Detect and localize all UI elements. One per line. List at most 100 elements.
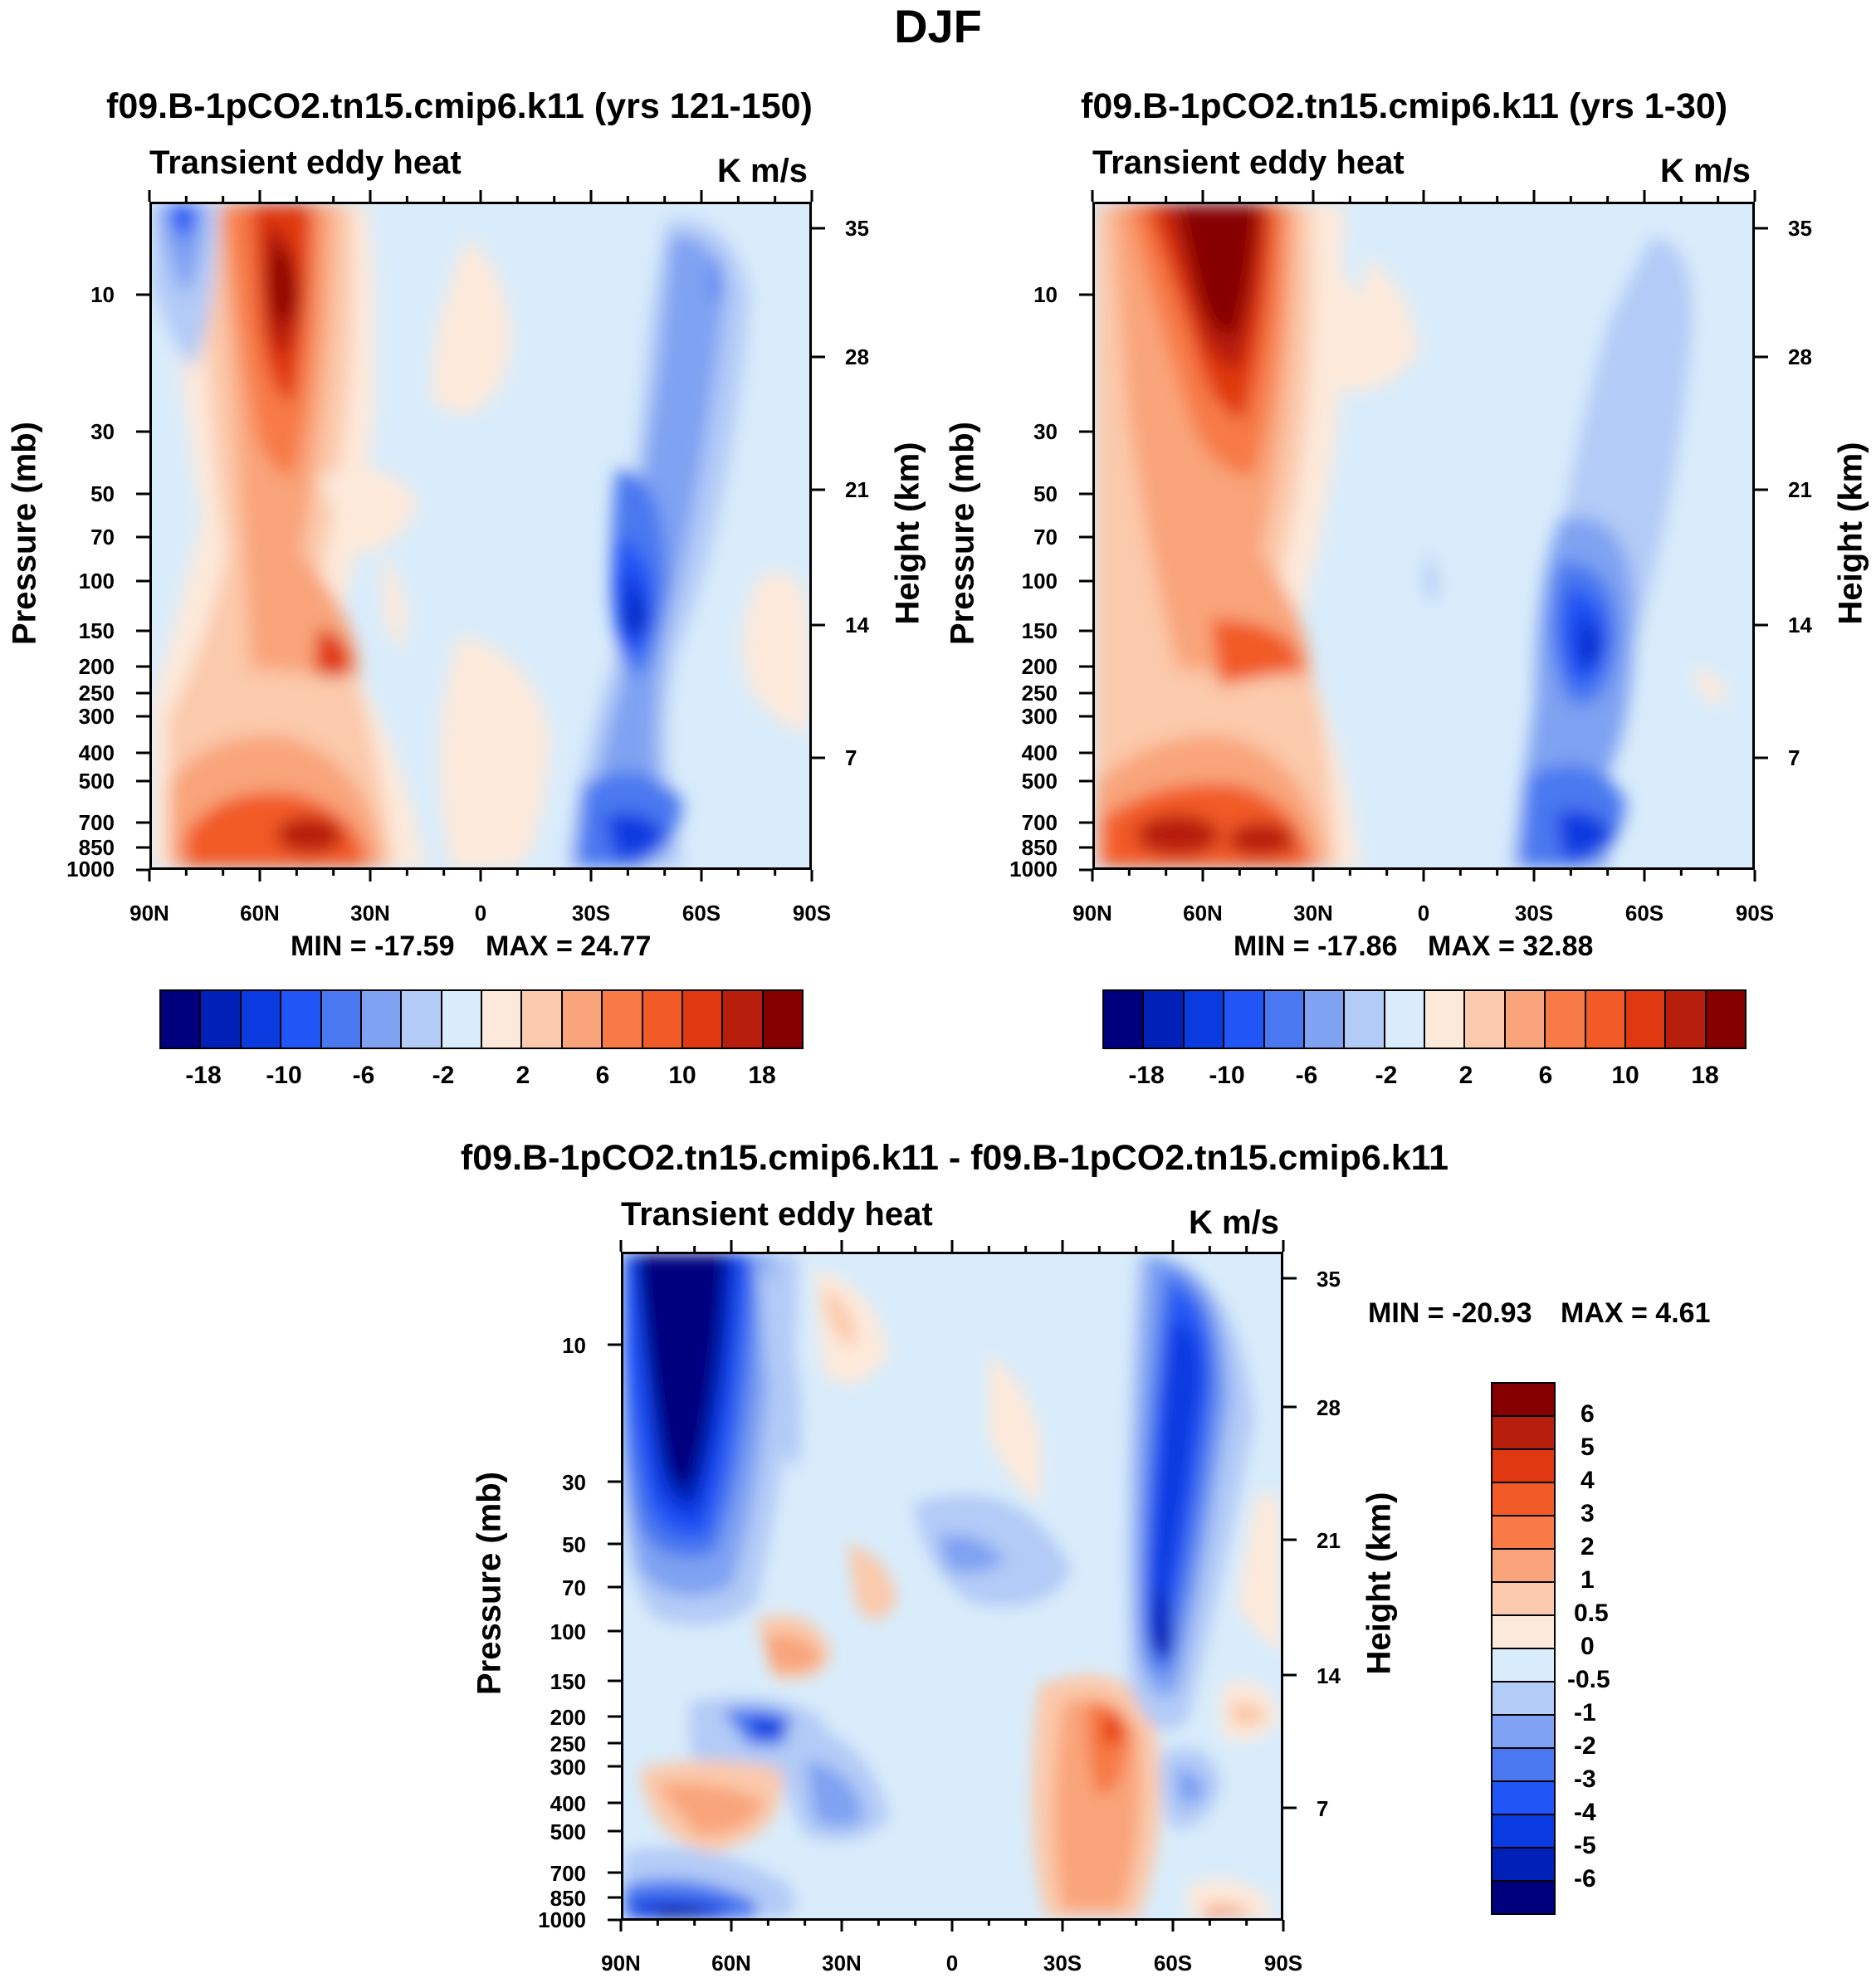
y2-tick: 7 [1788,745,1800,770]
y2-axis-label-left: Height (km) [889,442,926,625]
contour-fill-left [152,204,809,867]
y2-tick: 21 [1317,1528,1341,1553]
y-tick: 850 [1021,835,1058,860]
colorbar-tick: -6 [1295,1062,1318,1089]
colorbar-swatch [1491,1548,1556,1583]
colorbar-tick: -6 [1574,1865,1596,1893]
y-tick: 250 [1021,681,1058,706]
colorbar-tick: 10 [668,1062,696,1089]
y-tick: 30 [90,419,115,444]
colorbar-tick: 6 [1538,1062,1553,1089]
min-label-right: MIN = -17.86 [1234,930,1398,962]
y2-tick: 28 [1317,1395,1341,1420]
colorbar-tick: -2 [1574,1732,1596,1760]
x-tick: 90S [1735,901,1775,926]
max-label-left: MAX = 24.77 [486,930,652,962]
y2-tick: 14 [845,613,869,637]
panel-subtitle-bottom: Transient eddy heat [621,1196,933,1233]
y-tick: 150 [550,1669,586,1694]
colorbar-tick: -5 [1574,1832,1596,1859]
y-tick: 1000 [66,857,115,882]
max-label-bottom: MAX = 4.61 [1561,1297,1711,1329]
y2-tick: 35 [845,216,869,241]
y-tick: 250 [78,681,115,706]
colorbar-tick: -1 [1574,1699,1596,1726]
x-tick: 30N [1293,901,1333,926]
y-tick: 300 [78,704,115,729]
x-tick: 0 [474,901,487,926]
colorbar-swatch [1182,989,1225,1049]
colorbar-swatch [1491,1448,1556,1483]
colorbar-swatch [400,989,442,1049]
y-tick: 400 [550,1791,586,1816]
colorbar-swatch [601,989,643,1049]
y-tick: 10 [90,282,115,307]
contour-fill-bottom [623,1254,1281,1918]
colorbar-swatch [1704,989,1747,1049]
panel-title-bottom: f09.B-1pCO2.tn15.cmip6.k11 - f09.B-1pCO2… [460,1138,1449,1178]
colorbar-tick: -10 [266,1062,302,1089]
x-tick: 30N [350,901,390,926]
colorbar-swatch [1302,989,1346,1049]
y-tick: 200 [1021,654,1058,679]
colorbar-swatch [1142,989,1185,1049]
x-tick: 30S [571,901,611,926]
y-tick: 50 [1033,481,1058,506]
colorbar-swatch [1491,1714,1556,1749]
colorbar-tick: 1 [1580,1566,1595,1594]
y-tick: 400 [1021,740,1058,765]
y-tick: 150 [78,618,115,643]
colorbar-swatch [520,989,563,1049]
colorbar-swatch [721,989,764,1049]
y-tick: 1000 [1009,857,1058,882]
contour-plot-left [149,202,812,870]
x-tick: 60N [1183,901,1223,926]
colorbar-swatch [1102,989,1145,1049]
x-tick: 90N [601,1951,641,1976]
colorbar-swatch [239,989,282,1049]
y2-tick: 7 [1317,1796,1329,1821]
colorbar-swatch [1263,989,1305,1049]
colorbar-tick: -0.5 [1567,1666,1610,1693]
y2-tick: 14 [1317,1663,1341,1688]
colorbar-swatch [440,989,482,1049]
colorbar-tick: -2 [432,1062,455,1089]
colorbar-tick: -18 [185,1062,222,1089]
colorbar-swatch [1424,989,1466,1049]
y-tick: 500 [550,1819,586,1844]
colorbar-tick: 2 [1458,1062,1473,1089]
colorbar-tick: 4 [1580,1467,1595,1494]
colorbar-swatch [1491,1814,1556,1849]
x-tick: 60N [711,1951,751,1976]
y-tick: 70 [90,525,115,549]
colorbar-swatch [1491,1482,1556,1516]
colorbar-tick: 10 [1611,1062,1639,1089]
y2-tick: 28 [1788,344,1812,369]
x-tick: 60S [1624,901,1664,926]
x-tick: 30S [1514,901,1554,926]
colorbar-swatch [1503,989,1546,1049]
y-tick: 30 [562,1470,586,1495]
colorbar-swatch [1491,1681,1556,1716]
x-tick: 60N [240,901,280,926]
x-tick: 30N [822,1951,862,1976]
colorbar-swatch [1343,989,1385,1049]
y-tick: 100 [1021,569,1058,593]
y-tick: 10 [1033,282,1058,307]
y-tick: 50 [90,481,115,506]
y-tick: 300 [1021,704,1058,729]
y2-axis-label-bottom: Height (km) [1361,1492,1398,1675]
y2-axis-label-right: Height (km) [1832,442,1869,625]
y2-tick: 35 [1317,1267,1341,1292]
colorbar-swatch [761,989,804,1049]
colorbar-tick: 6 [1580,1400,1595,1428]
y-tick: 200 [78,654,115,679]
x-tick: 90S [792,901,832,926]
y-tick: 400 [78,740,115,765]
colorbar-swatch [1491,1747,1556,1782]
y-tick: 250 [550,1731,586,1756]
colorbar-swatch [320,989,362,1049]
min-label-bottom: MIN = -20.93 [1368,1297,1532,1329]
colorbar-right [1102,989,1747,1049]
colorbar-swatch [1491,1847,1556,1882]
